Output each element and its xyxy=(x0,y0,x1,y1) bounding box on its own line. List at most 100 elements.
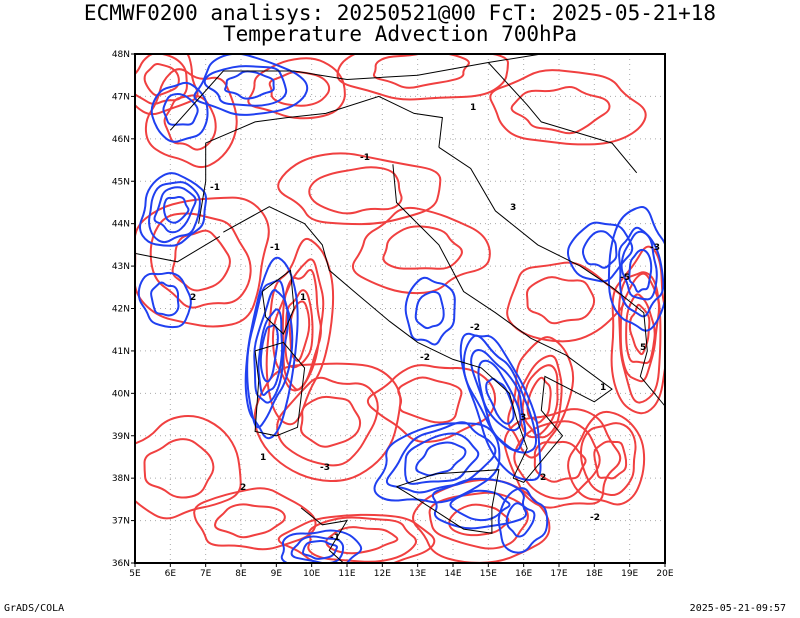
lon-tick-label: 18E xyxy=(586,569,603,579)
contour-label: -2 xyxy=(420,353,430,363)
coastline xyxy=(300,507,348,563)
cold-contour xyxy=(153,186,197,234)
lat-tick-label: 45N xyxy=(112,177,130,187)
contour-label: 1 xyxy=(600,383,606,393)
warm-contour xyxy=(288,300,311,362)
cold-contour xyxy=(582,230,618,269)
lat-tick-label: 47N xyxy=(112,92,130,102)
lat-tick-label: 40N xyxy=(112,389,130,399)
warm-contour xyxy=(619,272,660,383)
footer-software: GrADS/COLA xyxy=(4,603,65,614)
coastline xyxy=(392,164,613,483)
contour-label: 5 xyxy=(640,343,646,353)
lon-tick-label: 16E xyxy=(515,569,532,579)
cold-advection-contours xyxy=(137,54,665,563)
cold-contour xyxy=(162,196,190,224)
warm-contour xyxy=(277,152,442,226)
coastline xyxy=(396,469,500,534)
lon-tick-label: 14E xyxy=(444,569,461,579)
lon-tick-label: 13E xyxy=(409,569,426,579)
warm-contour xyxy=(143,63,180,97)
coastline xyxy=(169,54,542,131)
warm-contour xyxy=(300,395,362,448)
warm-contour xyxy=(579,422,637,497)
warm-contour xyxy=(503,408,622,509)
contour-label: -3 xyxy=(650,243,660,253)
cold-contour xyxy=(385,421,497,494)
lat-tick-label: 42N xyxy=(112,305,130,315)
cold-contour xyxy=(280,529,363,563)
warm-contour xyxy=(193,487,317,551)
cold-contour xyxy=(290,535,345,563)
warm-contour xyxy=(308,166,403,215)
warm-advection-contours xyxy=(135,54,665,563)
cold-contour xyxy=(301,539,338,560)
warm-contour xyxy=(135,414,242,520)
warm-contour xyxy=(526,376,552,424)
contour-label: 2 xyxy=(190,293,196,303)
warm-contour xyxy=(214,503,286,539)
contour-label: 3 xyxy=(510,203,516,213)
cold-contour xyxy=(404,432,480,485)
warm-contour xyxy=(507,336,575,459)
cold-contour xyxy=(477,359,522,432)
lat-tick-label: 46N xyxy=(112,135,130,145)
lat-tick-label: 44N xyxy=(112,220,130,230)
lon-tick-label: 7E xyxy=(200,569,212,579)
cold-contour xyxy=(162,92,199,126)
warm-contour xyxy=(143,438,215,499)
cold-contour xyxy=(150,81,209,143)
cold-contour xyxy=(620,230,658,301)
warm-contour xyxy=(171,229,231,292)
contour-labels: -1 1 2 -2 3 -3 -1 1 2 -2 -1 1 -3 3 -5 5 1 -1 2 -2 xyxy=(190,103,660,543)
contour-label: 2 xyxy=(240,483,246,493)
warm-contour xyxy=(382,225,463,270)
contour-label: -3 xyxy=(320,463,330,473)
coastline xyxy=(223,206,528,479)
cold-contour xyxy=(415,441,467,477)
warm-contour xyxy=(397,376,463,424)
lon-tick-label: 5E xyxy=(129,569,141,579)
warm-contour xyxy=(336,54,510,101)
warm-contour xyxy=(265,237,335,426)
warm-contour xyxy=(628,303,651,356)
warm-contour xyxy=(351,206,491,295)
chart-subtitle: Temperature Advection 700hPa xyxy=(222,22,577,46)
lon-tick-label: 9E xyxy=(271,569,283,579)
warm-contour xyxy=(510,85,611,135)
contour-label: -1 xyxy=(270,243,280,253)
lon-tick-label: 19E xyxy=(621,569,638,579)
contour-label: 3 xyxy=(520,413,526,423)
coastline xyxy=(135,235,221,263)
warm-contour xyxy=(277,513,436,563)
contour-label: -1 xyxy=(360,153,370,163)
warm-contour xyxy=(135,196,270,328)
warm-contour xyxy=(567,410,646,506)
cold-contour xyxy=(470,348,527,452)
lon-tick-label: 15E xyxy=(480,569,497,579)
cold-contour xyxy=(566,221,634,283)
coastlines-borders xyxy=(135,54,665,563)
cold-contour xyxy=(449,489,511,522)
cold-contour xyxy=(505,502,536,538)
warm-contour xyxy=(513,420,601,500)
warm-contour xyxy=(281,269,322,391)
warm-contour xyxy=(517,354,563,439)
warm-contour xyxy=(366,364,497,443)
warm-contour xyxy=(253,362,402,483)
warm-contour xyxy=(307,516,418,563)
cold-contour xyxy=(404,276,456,346)
contour-layer: -1 1 2 -2 3 -3 -1 1 2 -2 -1 1 -3 3 -5 5 1 -1 2 -2 xyxy=(135,54,665,563)
contour-label: 1 xyxy=(260,453,266,463)
cold-contour xyxy=(497,487,549,554)
cold-contour xyxy=(224,70,275,100)
lat-tick-label: 48N xyxy=(112,50,130,60)
lon-tick-label: 17E xyxy=(550,569,567,579)
footer-timestamp: 2025-05-21-09:57 xyxy=(689,603,786,614)
lon-tick-label: 20E xyxy=(656,569,673,579)
warm-contour xyxy=(533,440,587,483)
lat-tick-label: 36N xyxy=(112,559,130,569)
lon-tick-label: 10E xyxy=(303,569,320,579)
contour-label: -1 xyxy=(330,533,340,543)
